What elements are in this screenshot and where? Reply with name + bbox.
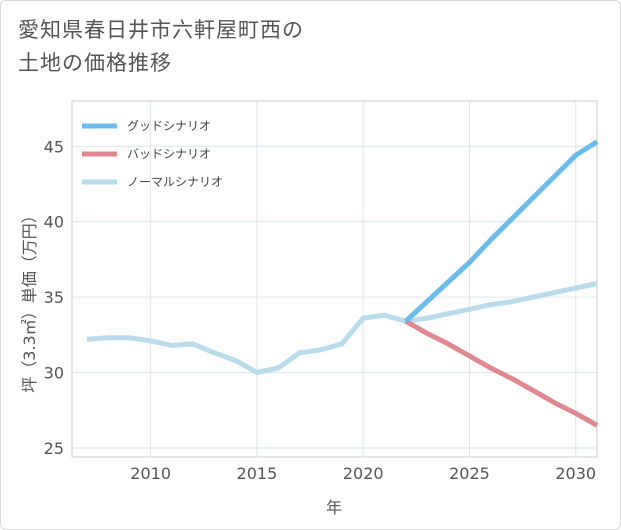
y-tick-label-45: 45 — [44, 137, 64, 156]
chart-title-line1: 愛知県春日井市六軒屋町西の — [18, 18, 304, 42]
x-tick-label-2020: 2020 — [343, 464, 384, 483]
chart-title-line2: 土地の価格推移 — [18, 51, 172, 75]
legend-label-2: ノーマルシナリオ — [127, 175, 223, 189]
y-axis-label: 坪（3.3㎡）単価（万円） — [20, 207, 39, 392]
plot-area — [71, 100, 598, 458]
x-tick-label-2025: 2025 — [449, 464, 490, 483]
x-tick-label-2015: 2015 — [237, 464, 278, 483]
legend-label-1: バッドシナリオ — [127, 147, 211, 161]
x-tick-label-2010: 2010 — [130, 464, 171, 483]
series-line-2 — [86, 281, 598, 375]
y-tick-label-40: 40 — [44, 213, 64, 232]
series-line-0 — [404, 139, 599, 324]
y-tick-label-25: 25 — [44, 439, 64, 458]
legend-label-0: グッドシナリオ — [127, 119, 211, 133]
series-line-1 — [404, 319, 599, 428]
series-lines — [86, 139, 599, 428]
axis-ticks: 2010 2015 2020 2025 2030 25 30 35 40 45 — [44, 137, 596, 483]
y-tick-label-30: 30 — [44, 364, 64, 383]
y-tick-label-35: 35 — [44, 288, 64, 307]
chart-title: 愛知県春日井市六軒屋町西の 土地の価格推移 — [18, 14, 304, 80]
x-axis-label: 年 — [326, 498, 342, 517]
grid-lines — [72, 101, 597, 457]
x-tick-label-2030: 2030 — [555, 464, 596, 483]
